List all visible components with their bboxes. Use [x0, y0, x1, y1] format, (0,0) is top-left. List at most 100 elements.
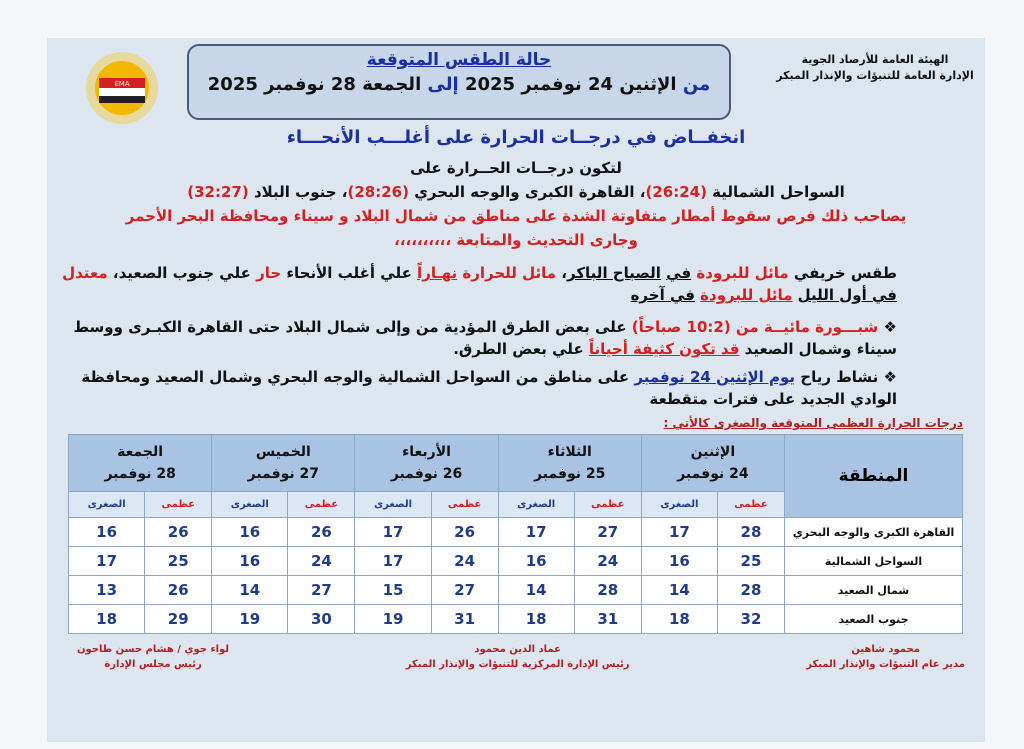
max-label: عظمى: [430, 491, 499, 518]
max-temp-cell: 28: [573, 575, 642, 605]
text: يوم الإثنين 24 نوفمبر: [634, 368, 796, 386]
min-temp-cell: 17: [67, 546, 146, 576]
range-from: من: [682, 74, 711, 95]
text: معتدل: [62, 264, 108, 282]
day-date: 28 نوفمبر: [104, 466, 176, 482]
max-temp-cell: 24: [573, 546, 642, 576]
min-label: الصغرى: [211, 491, 289, 518]
max-label: عظمى: [573, 491, 642, 518]
min-temp-cell: 17: [497, 517, 575, 547]
max-temp-cell: 28: [716, 517, 786, 547]
text: ،: [561, 264, 567, 282]
max-temp-cell: 27: [430, 575, 499, 605]
text: على مناطق من السواحل الشمالية والوجه الب…: [81, 368, 897, 408]
max-temp-cell: 26: [287, 517, 356, 547]
text: علي جنوب الصعيد،: [112, 264, 251, 282]
day-name: الجمعة: [117, 444, 164, 460]
page-title: حالة الطقس المتوقعة: [366, 50, 552, 70]
signature-1: محمود شاهين مدير عام التنبؤات والإنذار ا…: [806, 642, 965, 672]
signature-2: عماد الدين محمود رئيس الإدارة المركزية ل…: [406, 642, 630, 672]
signer-title: رئيس الإدارة المركزية للتنبؤات والإنذار …: [405, 659, 630, 670]
text: نشاط رياح: [800, 368, 879, 386]
max-label: عظمى: [716, 491, 786, 518]
min-temp-cell: 17: [354, 517, 432, 547]
max-temp-cell: 25: [144, 546, 213, 576]
temp-ranges: السواحل الشمالية (26:24)، القاهرة الكبرى…: [47, 180, 985, 204]
bullet-wind: ❖ نشاط رياح يوم الإثنين 24 نوفمبر على من…: [47, 366, 897, 410]
day-header: الجمعة 28 نوفمبر: [67, 434, 213, 492]
signer-title: مدير عام التنبؤات والإنذار المبكر: [806, 659, 965, 670]
text: في: [666, 264, 692, 282]
diamond-bullet-icon: ❖: [883, 318, 897, 336]
text: نهـاراً: [417, 264, 458, 282]
min-label: الصغرى: [354, 491, 432, 518]
min-temp-cell: 16: [640, 546, 718, 576]
text: علي أغلب الأنحاء: [286, 264, 412, 282]
min-temp-cell: 16: [211, 517, 289, 547]
region-name: شمال الصعيد: [784, 575, 963, 605]
min-label: الصغرى: [640, 491, 718, 518]
signer-name: لواء جوي / هشام حسن طاحون: [77, 644, 230, 655]
logo-text: EMA: [114, 80, 129, 88]
table-row: شمال الصعيد 28 14 28 14 27 15 27 14 26 13: [67, 575, 963, 605]
org-line-2: الإدارة العامة للتنبؤات والإنذار المبكر: [776, 69, 974, 82]
max-label: عظمى: [287, 491, 356, 518]
region-name: جنوب الصعيد: [784, 604, 963, 634]
max-temp-cell: 26: [144, 575, 213, 605]
max-temp-cell: 27: [287, 575, 356, 605]
bullet-fog: ❖ شبـــورة مائيــة من (10:2 صباحاً) على …: [47, 316, 897, 360]
text: طقس خريفي: [793, 264, 897, 282]
coast-label: السواحل الشمالية: [712, 183, 845, 201]
text: في أول الليل: [797, 286, 897, 304]
max-label: عظمى: [144, 491, 213, 518]
region-name: السواحل الشمالية: [784, 546, 963, 576]
range-end: الجمعة 28 نوفمبر 2025: [207, 74, 422, 95]
day-date: 27 نوفمبر: [247, 466, 320, 482]
min-temp-cell: 18: [497, 604, 575, 634]
min-temp-cell: 14: [211, 575, 289, 605]
text: مائل للحرارة: [462, 264, 557, 282]
day-header: الخميس 27 نوفمبر: [211, 434, 356, 492]
text: على بعض الطرق المؤدية من وإلى شمال البلا…: [73, 318, 897, 358]
temperature-table: المنطقة الإثنين 24 نوفمبر الثلاثاء 25 نوفم…: [67, 434, 963, 634]
min-temp-cell: 19: [354, 604, 432, 634]
content-flow: انخفــاض في درجــات الحرارة على أغلـــب …: [47, 38, 985, 678]
coast-range: (26:24): [645, 183, 707, 201]
min-label: الصغرى: [497, 491, 575, 518]
text: الصباح الباكر: [567, 264, 661, 282]
day-header: الثلاثاء 25 نوفمبر: [497, 434, 642, 492]
min-temp-cell: 16: [67, 517, 146, 547]
org-line-1: الهيئة العامة للأرصاد الجوية: [801, 53, 949, 66]
text: قد تكون كثيفة أحياناً: [588, 340, 740, 358]
max-temp-cell: 26: [430, 517, 499, 547]
diamond-bullet-icon: ❖: [883, 368, 897, 386]
region-header: المنطقة: [784, 434, 963, 518]
text: علي بعض الطرق.: [453, 340, 584, 358]
south-range: (32:27): [187, 183, 249, 201]
signer-name: عماد الدين محمود: [474, 644, 561, 655]
max-temp-cell: 32: [716, 604, 786, 634]
range-to: إلى: [427, 74, 459, 95]
headline: انخفــاض في درجــات الحرارة على أغلـــب …: [286, 127, 746, 148]
day-header: الإثنين 24 نوفمبر: [640, 434, 786, 492]
text: حار: [256, 264, 282, 282]
max-temp-cell: 28: [716, 575, 786, 605]
signer-title: رئيس مجلس الإدارة: [104, 659, 202, 670]
south-label: ، جنوب البلاد: [253, 183, 348, 201]
text: مائل للبرودة: [700, 286, 793, 304]
max-temp-cell: 24: [430, 546, 499, 576]
min-temp-cell: 16: [211, 546, 289, 576]
min-label: الصغرى: [67, 491, 146, 518]
min-temp-cell: 18: [640, 604, 718, 634]
max-temp-cell: 27: [573, 517, 642, 547]
min-temp-cell: 13: [67, 575, 146, 605]
ema-logo: EMA: [86, 52, 158, 124]
region-name: القاهرة الكبرى والوجه البحري: [784, 517, 963, 547]
min-temp-cell: 17: [354, 546, 432, 576]
max-temp-cell: 31: [573, 604, 642, 634]
day-name: الإثنين: [690, 444, 736, 460]
update-note: وجارى التحديث والمتابعة ،،،،،،،،،،: [394, 231, 638, 249]
table-row: جنوب الصعيد 32 18 31 18 31 19 30 19 29 18: [67, 604, 963, 634]
signatures: محمود شاهين مدير عام التنبؤات والإنذار ا…: [47, 634, 985, 678]
text: مائل للبرودة: [696, 264, 789, 282]
